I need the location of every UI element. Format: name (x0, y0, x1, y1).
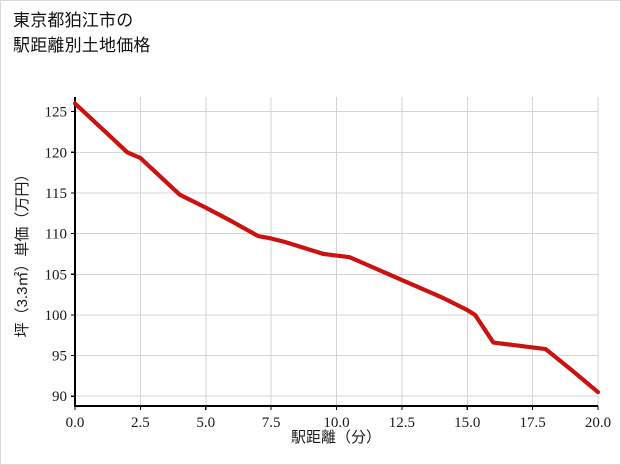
x-tick-label: 12.5 (389, 415, 415, 431)
x-tick-label: 0.0 (66, 415, 85, 431)
x-tick-label: 5.0 (196, 415, 215, 431)
vertical-gridlines (139, 97, 599, 406)
y-tick-label: 90 (52, 389, 67, 405)
x-tick-label: 2.5 (131, 415, 150, 431)
x-tick-label: 15.0 (454, 415, 480, 431)
title-line-2: 駅距離別土地価格 (13, 35, 151, 55)
data-series-line (72, 101, 601, 395)
y-axis-title: 坪（3.3㎡）単価（万円） (14, 167, 31, 338)
y-tick-label: 110 (45, 227, 67, 243)
y-tick-label: 105 (45, 267, 68, 283)
x-tick-label: 17.5 (520, 415, 546, 431)
y-tick-label: 115 (45, 186, 67, 202)
y-axis-tick-labels: 90 95 100 105 110 115 120 125 (45, 105, 68, 406)
page-title: 東京都狛江市の 駅距離別土地価格 (13, 9, 151, 58)
x-tick-label: 7.5 (262, 415, 281, 431)
title-line-1: 東京都狛江市の (13, 11, 134, 30)
y-tick-label: 100 (45, 308, 68, 324)
y-tick-label: 95 (52, 349, 67, 365)
y-tick-label: 125 (45, 105, 68, 121)
x-axis-tick-labels: 0.0 2.5 5.0 7.5 10.0 12.5 15.0 17.5 20.0 (66, 415, 612, 431)
x-tick-label: 10.0 (323, 415, 349, 431)
x-axis-title: 駅距離（分） (291, 428, 381, 446)
x-tick-label: 20.0 (585, 415, 611, 431)
y-tick-label: 120 (45, 145, 68, 161)
